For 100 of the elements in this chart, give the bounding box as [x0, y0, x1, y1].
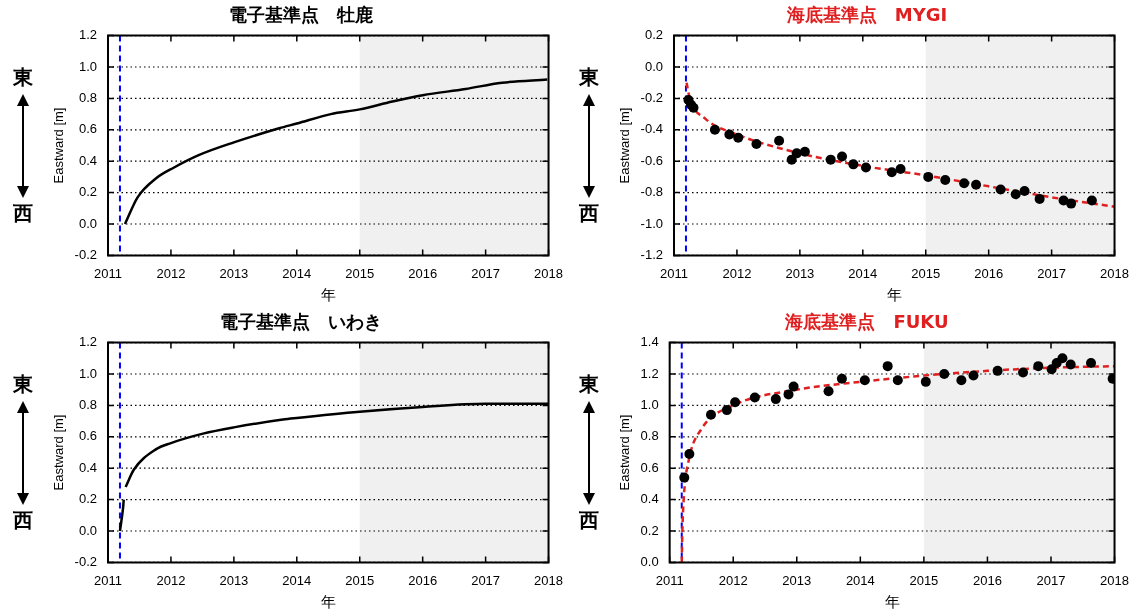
x-tick-label: 2017: [1036, 572, 1066, 588]
x-tick-label: 2014: [282, 265, 312, 281]
x-tick-label: 2012: [156, 265, 186, 281]
x-tick-label: 2011: [94, 265, 122, 281]
y-tick-label: -0.6: [640, 152, 663, 168]
point: [751, 138, 762, 149]
y-tick-label: 0.0: [78, 215, 97, 231]
point: [992, 365, 1003, 376]
point: [940, 175, 951, 186]
point: [895, 164, 906, 175]
y-tick-label: 1.2: [78, 334, 97, 350]
text: 西: [12, 200, 34, 227]
y-tick-label: 0.4: [78, 152, 97, 168]
text: 東: [12, 371, 34, 398]
point: [837, 151, 848, 162]
x-tick-label: 2016: [974, 265, 1004, 281]
point: [971, 179, 982, 190]
line-series: [685, 81, 1115, 208]
x-axis-title: 年: [884, 593, 900, 611]
x-tick-label: 2013: [219, 572, 249, 588]
point: [886, 167, 897, 178]
point: [995, 184, 1006, 195]
x-tick-label: 2015: [909, 572, 939, 588]
point: [684, 449, 695, 460]
text: 東: [12, 64, 34, 91]
y-tick-label: 1.0: [78, 58, 97, 74]
text: 東: [578, 371, 600, 398]
y-axis-title: Eastward [m]: [617, 414, 633, 491]
point: [679, 472, 690, 483]
x-tick-label: 2016: [408, 265, 438, 281]
y-tick-label: -0.4: [640, 121, 663, 137]
x-tick-label: 2011: [655, 572, 684, 588]
point: [860, 162, 871, 173]
y-tick-label: 0.2: [78, 491, 97, 507]
point: [825, 154, 836, 165]
y-tick-label: -0.2: [74, 246, 97, 262]
point: [1034, 193, 1045, 204]
y-tick-label: 0.8: [78, 396, 97, 412]
point: [956, 375, 967, 386]
x-tick-label: 2015: [345, 265, 375, 281]
point: [730, 397, 741, 408]
y-tick-label: -0.8: [640, 184, 663, 200]
point: [1010, 189, 1021, 200]
chart-title: 海底基準点 MYGI: [785, 4, 948, 26]
y-tick-label: 0.6: [78, 121, 97, 137]
point: [749, 392, 760, 403]
point: [721, 405, 732, 416]
y-tick-label: 1.4: [640, 334, 659, 350]
x-tick-label: 2013: [782, 572, 812, 588]
point: [892, 375, 903, 386]
point: [939, 369, 950, 379]
text: 西: [578, 507, 600, 534]
x-tick-label: 2011: [94, 572, 122, 588]
y-tick-label: 0.0: [640, 553, 659, 569]
point: [1086, 358, 1097, 369]
x-tick-label: 2015: [911, 265, 941, 281]
point: [859, 375, 870, 386]
x-tick-label: 2018: [1100, 572, 1129, 588]
x-tick-label: 2017: [471, 265, 501, 281]
point: [709, 124, 720, 135]
x-tick-label: 2015: [345, 572, 375, 588]
y-tick-label: 0.4: [640, 491, 659, 507]
chart-title: 電子基準点 牡鹿: [229, 4, 373, 26]
y-tick-label: 0.4: [78, 459, 97, 475]
text: 西: [578, 200, 600, 227]
x-tick-label: 2018: [1100, 265, 1129, 281]
point: [733, 132, 744, 143]
y-tick-label: 0.8: [640, 428, 659, 444]
x-tick-label: 2012: [718, 572, 748, 588]
x-tick-label: 2014: [282, 572, 312, 588]
x-tick-label: 2011: [660, 265, 688, 281]
point: [788, 381, 799, 392]
y-tick-label: -1.0: [640, 215, 663, 231]
x-tick-label: 2018: [534, 265, 563, 281]
y-axis-title: Eastward [m]: [617, 107, 633, 184]
y-tick-label: 1.0: [78, 365, 97, 381]
point: [920, 376, 931, 387]
x-tick-label: 2017: [471, 572, 501, 588]
y-tick-label: 0.8: [78, 89, 97, 105]
x-tick-label: 2017: [1037, 265, 1067, 281]
y-tick-label: -1.2: [640, 246, 663, 262]
point: [724, 129, 735, 140]
x-tick-label: 2013: [785, 265, 815, 281]
point: [1018, 367, 1029, 378]
x-axis-title: 年: [886, 286, 902, 304]
point: [1057, 353, 1068, 364]
x-tick-label: 2012: [156, 572, 186, 588]
point: [1019, 186, 1030, 197]
x-tick-label: 2012: [722, 265, 752, 281]
point: [923, 171, 934, 182]
y-tick-label: 1.2: [640, 365, 659, 381]
text: 東: [578, 64, 600, 91]
point: [770, 394, 781, 405]
y-tick-label: -0.2: [640, 89, 663, 105]
point: [1086, 195, 1097, 206]
point: [1065, 359, 1076, 370]
chart-title: 海底基準点 FUKU: [784, 311, 949, 333]
point: [882, 361, 893, 372]
point: [705, 409, 716, 420]
y-axis-title: Eastward [m]: [51, 414, 67, 491]
